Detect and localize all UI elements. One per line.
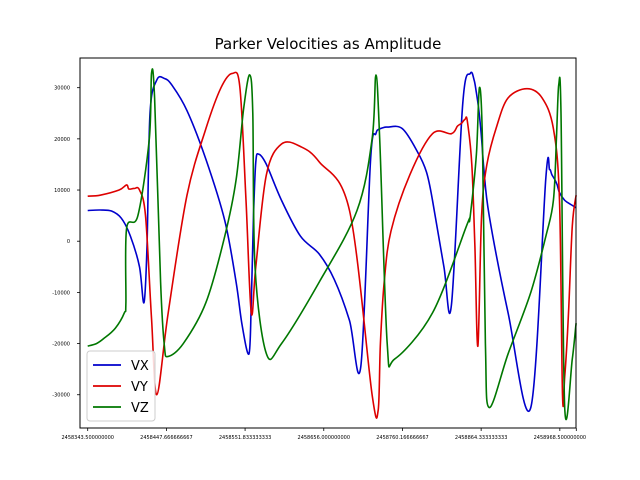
x-tick-label: 2458551.833333333	[219, 435, 272, 441]
series-line-vz	[87, 68, 577, 420]
series-line-vy	[87, 71, 577, 419]
x-tick-label: 2458343.500000000	[61, 435, 114, 441]
x-tick-label: 2458760.166666667	[376, 435, 429, 441]
x-tick-label: 2458447.666666667	[140, 435, 193, 441]
legend-label-vz: VZ	[131, 401, 149, 416]
plot-frame	[79, 57, 577, 429]
y-tick-label: -20000	[52, 342, 70, 348]
series-line-vx	[87, 71, 577, 412]
x-tick-label: 2458968.500000000	[534, 435, 587, 441]
y-tick-label: 20000	[54, 137, 70, 143]
plot-series	[87, 68, 577, 420]
legend-label-vx: VX	[131, 359, 149, 374]
chart-title: Parker Velocities as Amplitude	[215, 35, 442, 53]
y-tick-label: -10000	[52, 290, 70, 296]
x-tick-label: 2458864.333333333	[455, 435, 508, 441]
y-tick-label: -30000	[52, 393, 70, 399]
x-tick-label: 2458656.000000000	[298, 435, 351, 441]
legend: VX VY VZ	[86, 350, 156, 422]
y-tick-label: 0	[67, 239, 70, 245]
y-tick-label: 30000	[54, 86, 70, 92]
y-tick-label: 10000	[54, 188, 70, 194]
legend-label-vy: VY	[131, 380, 148, 395]
